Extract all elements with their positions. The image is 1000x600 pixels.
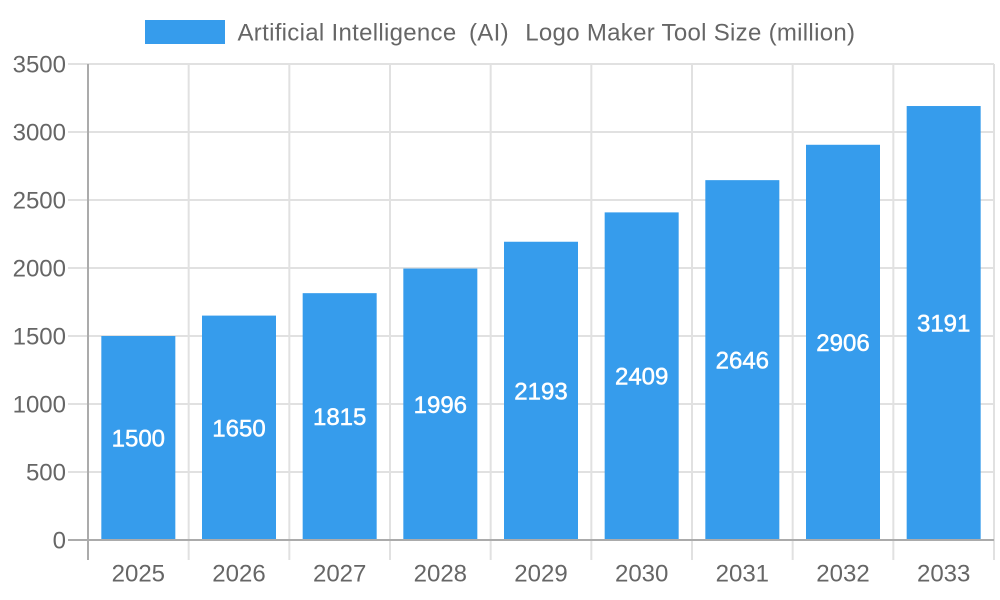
svg-text:500: 500	[26, 460, 66, 487]
svg-text:1815: 1815	[313, 404, 366, 431]
svg-text:2500: 2500	[13, 188, 66, 215]
svg-text:0: 0	[53, 528, 66, 555]
svg-text:2028: 2028	[414, 561, 467, 588]
svg-text:1500: 1500	[13, 324, 66, 351]
svg-text:2031: 2031	[716, 561, 769, 588]
svg-text:1996: 1996	[414, 392, 467, 419]
svg-text:2030: 2030	[615, 561, 668, 588]
svg-text:3500: 3500	[13, 52, 66, 79]
svg-text:2032: 2032	[816, 561, 869, 588]
svg-text:2026: 2026	[212, 561, 265, 588]
svg-text:Artificial Intelligence(AI)Log: Artificial Intelligence (AI) Logo Maker To…	[238, 20, 856, 47]
svg-text:2409: 2409	[615, 364, 668, 391]
svg-text:3000: 3000	[13, 120, 66, 147]
svg-text:1500: 1500	[112, 426, 165, 453]
svg-text:2029: 2029	[514, 561, 567, 588]
svg-text:1000: 1000	[13, 392, 66, 419]
svg-text:2193: 2193	[514, 378, 567, 405]
svg-text:2027: 2027	[313, 561, 366, 588]
svg-text:2025: 2025	[112, 561, 165, 588]
svg-text:2033: 2033	[917, 561, 970, 588]
svg-text:3191: 3191	[917, 311, 970, 338]
svg-text:1650: 1650	[212, 415, 265, 442]
svg-text:2906: 2906	[816, 330, 869, 357]
svg-text:2646: 2646	[716, 348, 769, 375]
svg-text:2000: 2000	[13, 256, 66, 283]
